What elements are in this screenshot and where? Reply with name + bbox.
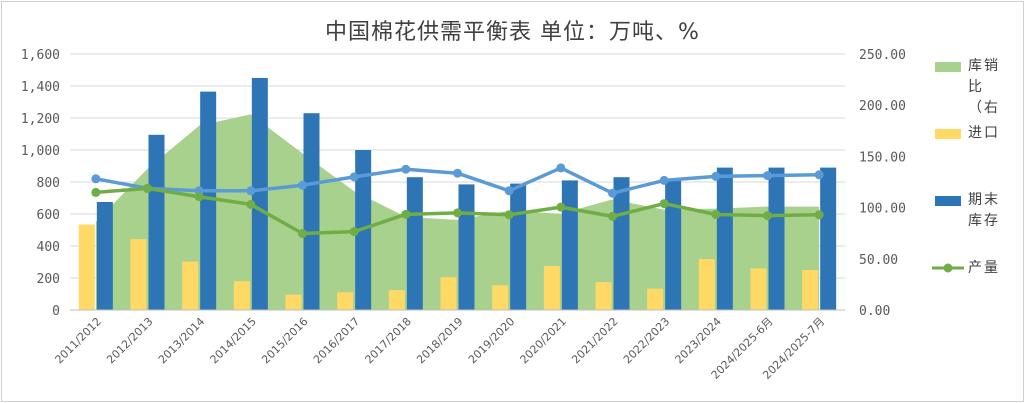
area-series-stock-to-use (95, 114, 820, 310)
legend-label-output: 产量 (968, 260, 1000, 276)
point-consumption (401, 164, 411, 174)
point-output (143, 183, 152, 193)
x-axis-tick-label: 2011/2012 (53, 315, 104, 366)
left-axis-tick-label: 200 (37, 272, 60, 287)
point-consumption (711, 171, 721, 181)
point-consumption (504, 186, 514, 196)
right-axis-tick-label: 0.00 (859, 304, 890, 319)
x-axis-tick-label: 2014/2015 (208, 315, 259, 366)
point-consumption (556, 163, 566, 173)
bar-ending-stock (406, 177, 423, 310)
bar-ending-stock (303, 113, 320, 310)
left-axis-tick-label: 0 (52, 304, 60, 319)
point-consumption (608, 188, 617, 198)
right-axis-tick-label: 100.00 (859, 202, 906, 217)
left-axis-tick-label: 800 (37, 176, 60, 191)
point-consumption (453, 168, 462, 178)
right-axis-tick-label: 150.00 (859, 150, 906, 165)
x-axis-tick-label: 2019/2020 (466, 315, 517, 366)
legend-swatch-import (935, 129, 961, 139)
bar-ending-stock (768, 167, 785, 310)
point-output (349, 227, 359, 237)
bar-import (750, 268, 767, 310)
bar-ending-stock (561, 180, 578, 310)
point-output (298, 229, 307, 239)
point-output (659, 199, 669, 209)
left-axis-tick-label: 600 (37, 208, 60, 223)
legend-label-area: 库销比（右 (968, 58, 1000, 116)
point-consumption (246, 186, 256, 196)
point-output (401, 209, 411, 219)
bar-import (182, 261, 199, 310)
left-axis-tick-label: 1,000 (21, 144, 60, 159)
point-consumption (763, 171, 772, 181)
bar-import (802, 270, 819, 310)
bar-ending-stock (613, 177, 630, 310)
point-consumption (91, 174, 101, 184)
bar-ending-stock (251, 78, 268, 310)
point-output (556, 202, 566, 212)
point-output (763, 211, 772, 221)
bar-import (492, 285, 509, 310)
point-output (453, 208, 462, 218)
right-axis-tick-label: 250.00 (859, 48, 906, 63)
x-axis-tick-label: 2016/2017 (311, 315, 362, 366)
legend-label-import: 进口 (968, 125, 1000, 141)
bar-ending-stock (716, 167, 733, 310)
point-output (504, 210, 514, 220)
bar-ending-stock (820, 167, 837, 310)
right-axis-tick-label: 200.00 (859, 99, 906, 114)
legend-swatch-output (932, 263, 964, 273)
x-axis-tick-label: 2022/2023 (621, 315, 672, 366)
left-axis-tick-label: 1,600 (21, 48, 60, 63)
point-output (194, 192, 204, 202)
bar-import (388, 290, 405, 310)
point-output (246, 199, 256, 209)
x-axis-tick-label: 2017/2018 (363, 315, 414, 366)
x-axis-tick-label: 2018/2019 (414, 315, 465, 366)
point-output (711, 209, 721, 219)
left-axis-tick-label: 1,400 (21, 80, 60, 95)
x-axis-tick-label: 2015/2016 (259, 315, 310, 366)
bar-import (595, 282, 612, 310)
legend-label-stock: 期末库存 (968, 192, 1000, 229)
bar-import (233, 281, 250, 310)
bar-ending-stock (96, 202, 113, 310)
x-axis-tick-label: 2020/2021 (518, 315, 569, 366)
x-axis-tick-label: 2012/2013 (104, 315, 155, 366)
point-consumption (349, 172, 359, 182)
bar-ending-stock (510, 183, 527, 310)
point-consumption (814, 170, 824, 180)
bar-import (440, 277, 457, 310)
point-output (608, 211, 617, 221)
left-axis-tick-label: 400 (37, 240, 60, 255)
right-axis-tick-label: 50.00 (859, 253, 898, 268)
bar-ending-stock (148, 134, 165, 310)
x-axis-tick-label: 2023/2024 (673, 315, 724, 366)
point-consumption (298, 180, 307, 190)
point-output (91, 187, 101, 197)
bar-ending-stock (200, 91, 217, 310)
chart-title: 中国棉花供需平衡表 单位：万吨、% (325, 20, 700, 45)
bar-ending-stock (458, 184, 475, 310)
legend-swatch-stock (935, 196, 961, 206)
point-output (814, 210, 824, 220)
bar-import (78, 224, 95, 310)
x-axis-tick-label: 2013/2014 (156, 315, 207, 366)
legend-swatch-area (935, 62, 961, 72)
bar-import (337, 292, 354, 310)
point-consumption (659, 175, 669, 185)
bar-import (285, 294, 302, 310)
left-axis-tick-label: 1,200 (21, 112, 60, 127)
bar-ending-stock (665, 178, 682, 310)
bar-import (130, 239, 147, 310)
bar-import (698, 258, 715, 310)
x-axis-tick-label: 2021/2022 (569, 315, 620, 366)
bar-import (647, 288, 664, 310)
bar-import (543, 266, 560, 310)
